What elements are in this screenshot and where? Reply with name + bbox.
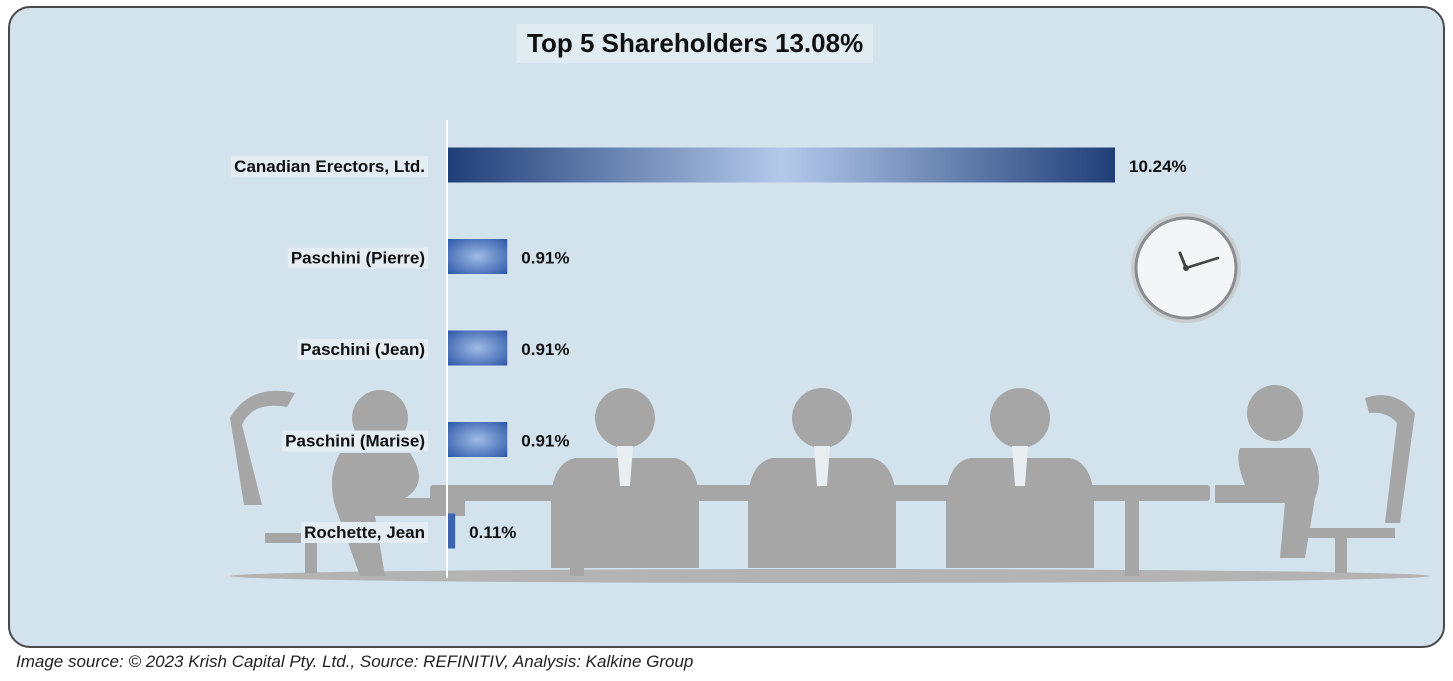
data-label: 0.11% (469, 523, 516, 542)
category-label-bg (297, 339, 428, 360)
bar (448, 147, 1115, 183)
category-label: Paschini (Marise) (285, 432, 425, 451)
chart-title: Top 5 Shareholders 13.08% (517, 24, 874, 63)
bar (448, 422, 508, 457)
chart-panel: Top 5 Shareholders 13.08% Canadian Erect… (8, 6, 1445, 648)
data-label: 0.91% (521, 249, 569, 268)
category-label-bg (287, 247, 428, 269)
meeting-table-silhouette (230, 385, 1430, 583)
category-label: Paschini (Pierre) (291, 249, 425, 268)
category-label: Paschini (Jean) (300, 340, 425, 359)
bar (448, 513, 456, 549)
data-label: 10.24% (1129, 157, 1187, 176)
wall-clock-icon (1131, 213, 1241, 323)
category-label-bg (301, 522, 428, 543)
source-caption: Image source: © 2023 Krish Capital Pty. … (16, 652, 694, 671)
category-label-bg (231, 156, 428, 177)
category-label: Rochette, Jean (304, 523, 425, 542)
bar (448, 330, 508, 366)
category-label-bg (282, 430, 428, 452)
bar-chart: Canadian Erectors, Ltd. 10.24% Paschini (P… (231, 120, 1187, 578)
person-2 (748, 388, 896, 568)
category-label: Canadian Erectors, Ltd. (234, 157, 425, 176)
data-label: 0.91% (521, 340, 569, 359)
meeting-illustration (230, 213, 1430, 583)
person-1 (551, 388, 699, 568)
data-label: 0.91% (521, 432, 569, 451)
person-3 (946, 388, 1094, 568)
bar (448, 239, 508, 274)
